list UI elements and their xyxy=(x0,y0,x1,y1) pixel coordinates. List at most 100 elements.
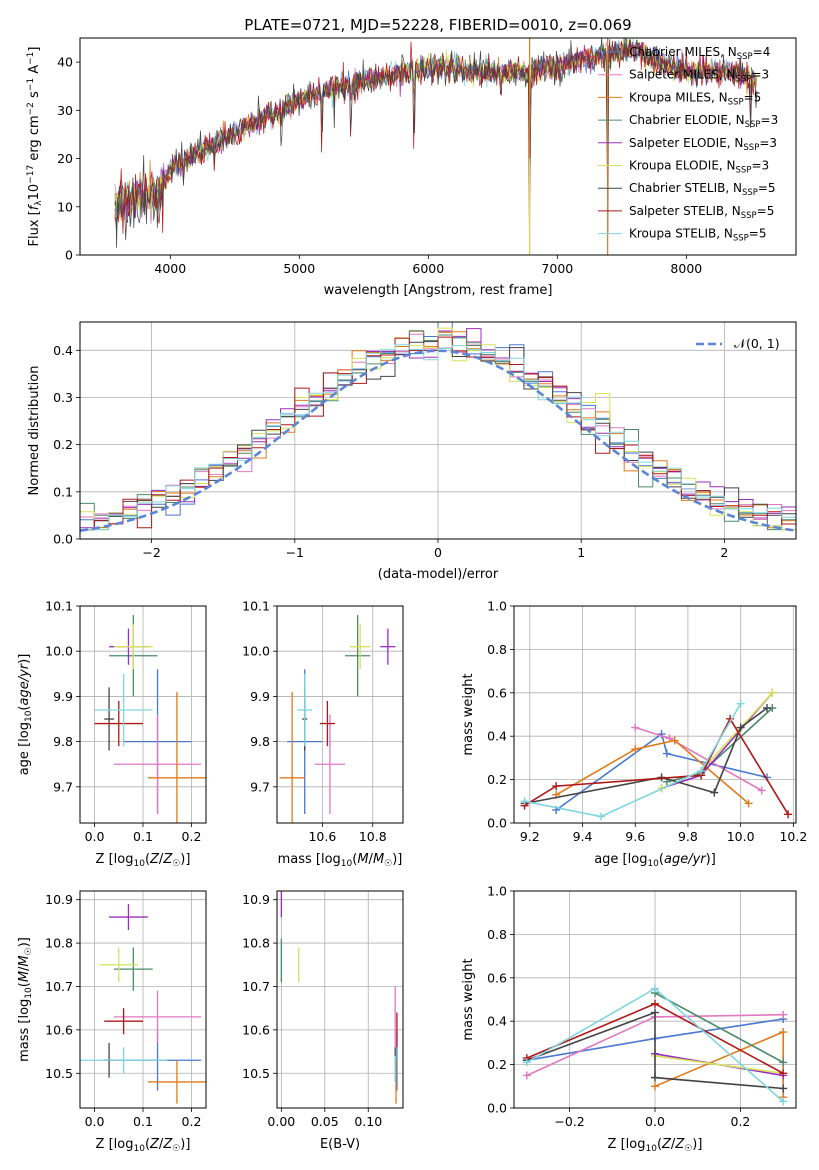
x-tick-label: 9.2 xyxy=(520,829,540,844)
weight-marker xyxy=(631,723,640,732)
y-tick-label: 0.8 xyxy=(487,927,507,942)
x-tick-label: 0 xyxy=(434,545,442,560)
axes-frame xyxy=(79,321,797,540)
y-axis-label: age [log10(age/yr)] xyxy=(17,654,34,776)
x-tick-label: 0.00 xyxy=(267,1114,295,1129)
weight-marker xyxy=(736,699,745,708)
legend-entry: Salpeter STELIB, NSSP=5 xyxy=(629,204,774,221)
x-tick-label: 0.2 xyxy=(731,1114,751,1129)
y-tick-label: 0.0 xyxy=(487,816,507,831)
legend: Chabrier MILES, NSSP=4 Salpeter MILES, NS… xyxy=(598,45,778,244)
legend-entry: 𝒩(0, 1) xyxy=(734,336,780,351)
x-tick-label: 0.1 xyxy=(133,1114,153,1129)
weight-marker xyxy=(768,688,777,697)
plot-massweight_vs_Z: −0.2 0.0 0.2 0.0 0.2 0.4 0.6 0.8 1.0 Z [log10(Z/Z… xyxy=(461,884,797,1154)
y-tick-label: 0.0 xyxy=(53,532,73,547)
weight-marker xyxy=(757,786,766,795)
x-tick-label: 0.2 xyxy=(182,1114,202,1129)
y-tick-label: 10.8 xyxy=(242,936,270,951)
weight-marker xyxy=(631,745,640,754)
weight-marker xyxy=(651,1082,659,1091)
x-axis-label: Z [log10(Z/Z☉)] xyxy=(96,852,191,869)
x-axis-label: E(B-V) xyxy=(320,1137,360,1152)
x-tick-label: 8000 xyxy=(670,261,702,276)
histograms xyxy=(80,322,796,539)
x-tick-label: 7000 xyxy=(541,261,573,276)
x-axis-label: Z [log10(Z/Z☉)] xyxy=(608,1137,703,1154)
plot-mass_vs_Z: 0.0 0.1 0.2 10.5 10.6 10.7 10.8 10.9 Z [log10(Z/… xyxy=(17,890,207,1154)
weight-marker xyxy=(784,810,793,819)
errorbars xyxy=(279,615,396,823)
y-tick-label: 9.9 xyxy=(250,689,270,704)
axes-frame xyxy=(276,890,404,1109)
y-tick-label: 10.0 xyxy=(242,644,270,659)
x-tick-label: 5000 xyxy=(283,261,315,276)
x-tick-label: 9.4 xyxy=(573,829,593,844)
y-tick-label: 10.6 xyxy=(45,1022,73,1037)
weight-marker xyxy=(651,1008,659,1017)
x-tick-label: 0.10 xyxy=(354,1114,382,1129)
weight-marker xyxy=(779,1058,788,1067)
x-tick-label: −1 xyxy=(286,545,304,560)
y-tick-label: 0.1 xyxy=(53,484,73,499)
histogram-series-8 xyxy=(80,344,796,539)
x-axis-label: mass [log10(M/M☉)] xyxy=(278,852,403,869)
x-tick-label: 6000 xyxy=(412,261,444,276)
weight-series-3 xyxy=(654,992,784,1064)
y-tick-label: 0.6 xyxy=(487,970,507,985)
x-axis-label: wavelength [Angstrom, rest frame] xyxy=(324,283,553,298)
y-tick-label: 10.5 xyxy=(45,1066,73,1081)
y-tick-label: 0.8 xyxy=(487,642,507,657)
x-tick-label: 2 xyxy=(720,545,728,560)
errorbars xyxy=(280,891,398,1104)
x-tick-label: 10.8 xyxy=(359,829,387,844)
plot-age_vs_Z: 0.0 0.1 0.2 9.7 9.8 9.9 10.0 10.1 Z [log10(Z/Z☉)… xyxy=(17,599,207,869)
x-axis-label: (data-model)/error xyxy=(378,567,499,582)
legend-entry: Kroupa ELODIE, NSSP=3 xyxy=(629,159,769,176)
y-tick-label: 10.9 xyxy=(45,892,73,907)
y-tick-label: 10.6 xyxy=(242,1022,270,1037)
weight-marker xyxy=(763,703,772,712)
axes-frame xyxy=(79,37,797,256)
y-tick-label: 10.7 xyxy=(45,979,73,994)
weight-series-2 xyxy=(555,739,750,805)
y-tick-label: 9.8 xyxy=(250,734,270,749)
x-tick-label: 9.6 xyxy=(625,829,645,844)
weight-marker xyxy=(779,1069,788,1078)
weight-marker xyxy=(651,999,659,1008)
y-axis-label: mass weight xyxy=(461,673,476,755)
x-axis-label: age [log10(age/yr)] xyxy=(594,852,716,869)
legend-entry: Kroupa MILES, NSSP=5 xyxy=(629,90,761,107)
x-axis-label: Z [log10(Z/Z☉)] xyxy=(96,1137,191,1154)
y-axis-label: Normed distribution xyxy=(27,366,42,496)
y-tick-label: 0.2 xyxy=(487,772,507,787)
weight-marker xyxy=(736,723,745,732)
weight-marker xyxy=(522,1071,531,1080)
weight-marker xyxy=(710,788,719,797)
spectrum-series-6 xyxy=(114,38,758,248)
y-tick-label: 0.2 xyxy=(53,437,73,452)
y-tick-label: 1.0 xyxy=(487,884,507,899)
normal-reference-curve xyxy=(80,349,796,532)
errorbars xyxy=(94,615,206,823)
weight-marker xyxy=(522,1058,531,1067)
weight-marker xyxy=(596,812,605,821)
y-tick-label: 10.0 xyxy=(45,644,73,659)
y-tick-label: 0.2 xyxy=(487,1057,507,1072)
axes-frame xyxy=(276,605,404,824)
y-axis-label: mass [log10(M/M☉)] xyxy=(17,937,34,1062)
x-tick-label: 0.05 xyxy=(311,1114,339,1129)
weight-series-3 xyxy=(666,707,773,783)
x-tick-label: 9.8 xyxy=(678,829,698,844)
y-tick-label: 10.5 xyxy=(242,1066,270,1081)
figure-title: PLATE=0721, MJD=52228, FIBERID=0010, z=0… xyxy=(244,16,631,34)
y-tick-label: 9.9 xyxy=(53,689,73,704)
x-tick-label: 10.2 xyxy=(779,829,807,844)
x-tick-label: 0.0 xyxy=(645,1114,665,1129)
errorbars xyxy=(80,904,206,1104)
legend-entry: Chabrier ELODIE, NSSP=3 xyxy=(629,113,778,130)
y-axis-label: Flux [fλ10−17 erg cm−2 s−1 A−1] xyxy=(26,47,44,247)
weight-series-0 xyxy=(555,732,768,811)
